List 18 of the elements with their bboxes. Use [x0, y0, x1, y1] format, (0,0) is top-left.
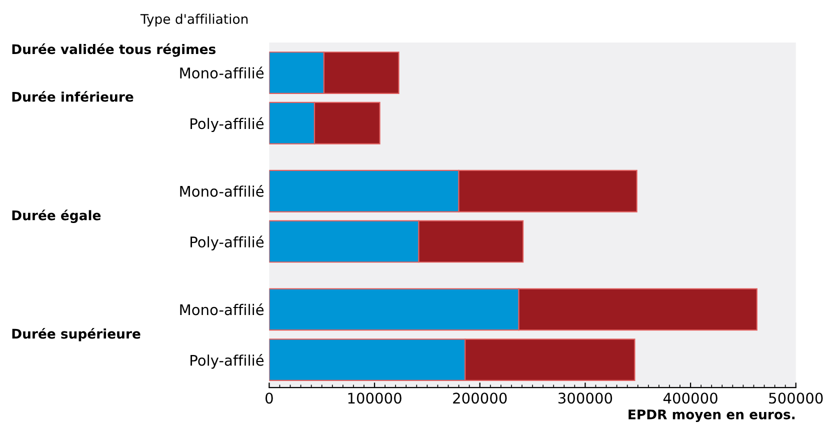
x-tick-label: 0: [266, 392, 273, 404]
y-tick-label: Mono-affilié: [180, 303, 264, 316]
x-axis-title: EPDR moyen en euros.: [628, 410, 795, 422]
x-tick-label: 300000: [558, 392, 612, 404]
x-tick-label: 100000: [348, 392, 402, 404]
y-tick-label: Mono-affilié: [180, 66, 264, 79]
x-tick-label: 400000: [663, 392, 718, 404]
text: Durée validée tous régimes: [12, 43, 216, 57]
text: Durée supérieure: [12, 328, 140, 342]
x-tick-label: 500000: [769, 392, 823, 404]
y-axis-title: Type d'affiliation: [140, 14, 248, 27]
x-tick-label: 200000: [453, 392, 507, 404]
text: Durée inférieure: [12, 91, 134, 102]
y-tick-label: Poly-affilié: [190, 117, 264, 132]
text: Durée égale: [12, 210, 101, 223]
y-tick-label: Poly-affilié: [190, 354, 264, 369]
y-tick-label: Poly-affilié: [190, 236, 264, 250]
y-tick-label: Mono-affilié: [180, 184, 264, 197]
